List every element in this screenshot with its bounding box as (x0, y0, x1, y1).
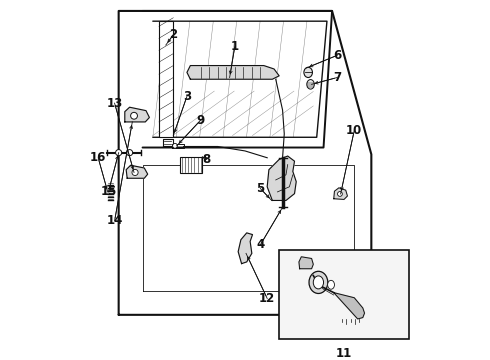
Bar (159, 21, 173, 137)
Polygon shape (126, 165, 147, 178)
Text: 7: 7 (333, 71, 341, 84)
Text: 16: 16 (90, 151, 106, 164)
Polygon shape (125, 107, 149, 122)
Text: 13: 13 (106, 96, 122, 110)
Text: 3: 3 (183, 90, 191, 103)
Circle shape (131, 112, 137, 119)
Ellipse shape (328, 280, 335, 289)
Text: 14: 14 (106, 215, 123, 228)
Polygon shape (334, 293, 365, 319)
Text: 1: 1 (231, 40, 239, 53)
Polygon shape (187, 66, 279, 79)
Text: 4: 4 (256, 238, 265, 251)
Text: 15: 15 (100, 185, 117, 198)
Text: 10: 10 (346, 124, 363, 137)
Ellipse shape (304, 67, 313, 77)
Circle shape (116, 149, 122, 156)
Polygon shape (238, 233, 252, 264)
Ellipse shape (309, 271, 328, 293)
Text: 5: 5 (256, 182, 265, 195)
Circle shape (132, 169, 138, 176)
Text: 11: 11 (336, 347, 352, 360)
Text: 8: 8 (203, 153, 211, 166)
Bar (279, 250, 409, 339)
Ellipse shape (307, 80, 314, 89)
Text: 12: 12 (259, 292, 275, 305)
Polygon shape (299, 257, 313, 269)
Circle shape (338, 192, 343, 196)
Circle shape (172, 143, 177, 148)
Polygon shape (267, 156, 296, 201)
Polygon shape (334, 188, 347, 199)
Bar (180, 157, 202, 173)
Circle shape (126, 149, 133, 156)
Text: 6: 6 (333, 49, 342, 62)
Text: 2: 2 (169, 28, 177, 41)
Ellipse shape (313, 276, 323, 289)
Text: 9: 9 (196, 114, 205, 127)
